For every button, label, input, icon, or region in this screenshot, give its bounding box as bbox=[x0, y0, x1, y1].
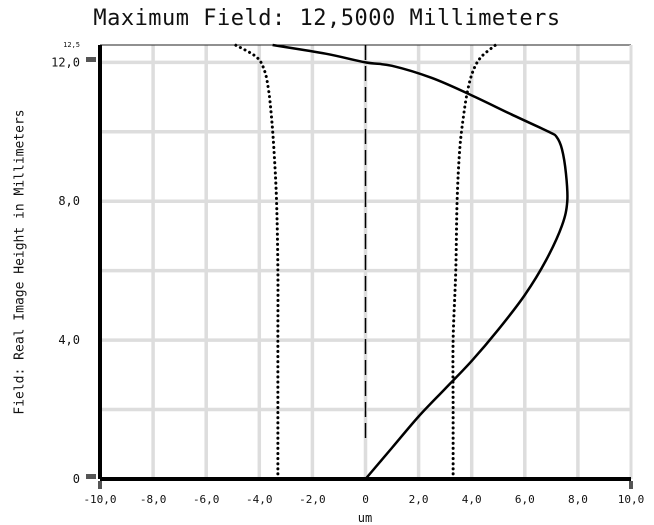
x-axis-label: um bbox=[357, 511, 373, 525]
x-tick-label: 10,0 bbox=[618, 493, 645, 506]
x-tick-label: 8,0 bbox=[568, 493, 588, 506]
axis-corner-mark bbox=[98, 481, 102, 489]
x-tick-label: -4,0 bbox=[246, 493, 273, 506]
x-tick-label: -8,0 bbox=[140, 493, 167, 506]
axis-corner-mark bbox=[86, 57, 96, 62]
y-tick-label: 4,0 bbox=[58, 333, 80, 347]
axis-corner-mark bbox=[86, 474, 96, 479]
y-tick-label: 8,0 bbox=[58, 194, 80, 208]
x-tick-label: -10,0 bbox=[83, 493, 116, 506]
y-tick-label: 12,0 bbox=[51, 55, 80, 69]
x-tick-label: 2,0 bbox=[409, 493, 429, 506]
chart-title: Maximum Field: 12,5000 Millimeters bbox=[93, 6, 561, 31]
x-tick-label: -2,0 bbox=[299, 493, 326, 506]
series-line-3 bbox=[233, 43, 280, 481]
x-tick-label: 0 bbox=[362, 493, 369, 506]
series-line-2 bbox=[451, 43, 498, 481]
y-tick-label: 0 bbox=[73, 472, 80, 486]
x-tick-label: -6,0 bbox=[193, 493, 220, 506]
x-tick-label: 4,0 bbox=[462, 493, 482, 506]
axis-corner-mark bbox=[629, 481, 633, 489]
y-tick-label: 12,5 bbox=[63, 41, 80, 49]
x-tick-label: 6,0 bbox=[515, 493, 535, 506]
